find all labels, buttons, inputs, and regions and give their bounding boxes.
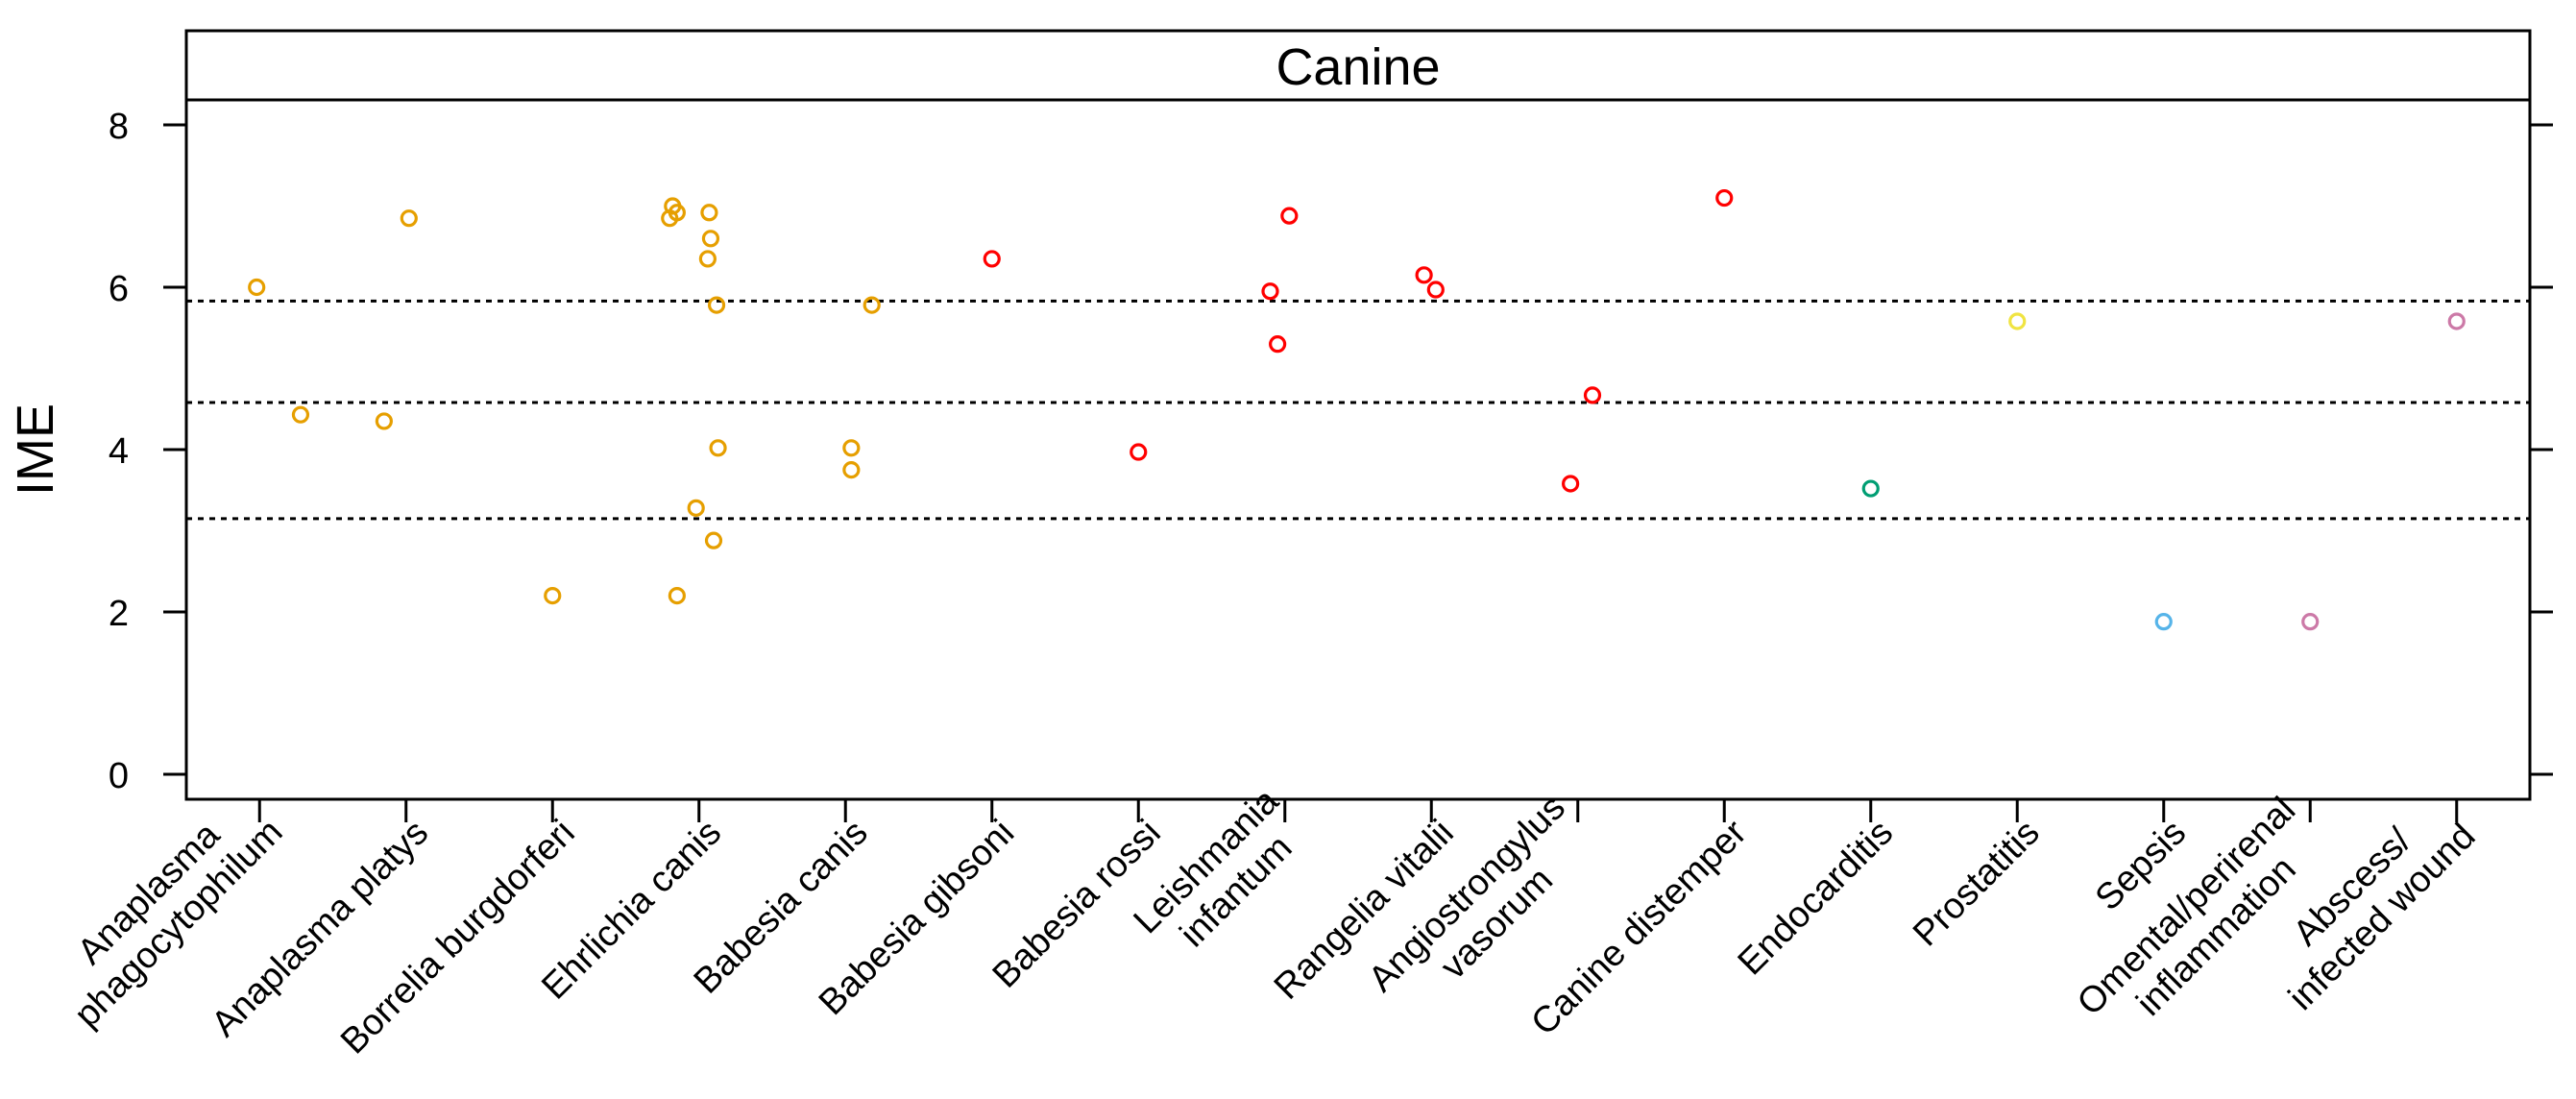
data-point (1861, 479, 1880, 498)
plot-frame (184, 98, 2532, 801)
data-point (1715, 188, 1734, 208)
data-point (1426, 281, 1445, 299)
data-point (707, 296, 726, 314)
data-point (1583, 386, 1602, 404)
y-axis-label: IME (7, 403, 64, 496)
data-point (983, 250, 1001, 268)
y-tick-label-8: 8 (109, 107, 129, 147)
y-tick-label-0: 0 (109, 756, 129, 796)
data-point (701, 230, 720, 248)
data-point (709, 439, 727, 457)
data-point (842, 461, 861, 479)
y-tick-label-4: 4 (109, 431, 129, 472)
data-point (544, 586, 562, 605)
data-point (2154, 613, 2173, 631)
data-point (1280, 207, 1299, 225)
data-point (375, 412, 393, 430)
data-point (700, 204, 718, 222)
data-point (863, 296, 881, 314)
data-point (248, 278, 266, 297)
panel-title: Canine (1276, 38, 1440, 96)
data-point (842, 439, 861, 457)
data-point (1415, 266, 1433, 284)
data-point (1130, 443, 1148, 461)
data-point (698, 250, 717, 268)
data-points (248, 188, 2466, 631)
data-point (2301, 613, 2320, 631)
data-point (291, 405, 310, 424)
data-point (400, 209, 418, 228)
data-point (1261, 282, 1279, 301)
data-point (668, 586, 686, 605)
data-point (2008, 312, 2027, 330)
data-point (1562, 475, 1580, 493)
y-tick-label-6: 6 (109, 269, 129, 309)
y-axis: 0 2 4 6 8 (109, 107, 2553, 796)
data-point (1269, 335, 1287, 354)
data-point (2447, 312, 2466, 330)
data-point (687, 499, 705, 517)
reference-lines (186, 299, 2530, 521)
data-point (704, 531, 723, 550)
y-tick-label-2: 2 (109, 594, 129, 634)
panel-strip (184, 29, 2532, 102)
data-point (661, 209, 679, 228)
